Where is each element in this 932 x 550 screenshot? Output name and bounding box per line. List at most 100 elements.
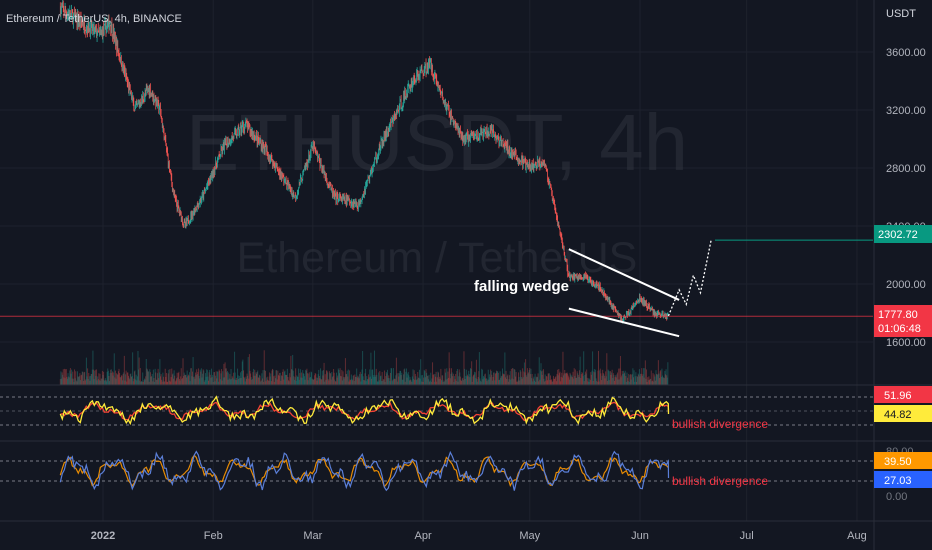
volume-bar: [249, 370, 251, 385]
volume-bar: [326, 370, 328, 385]
volume-bar: [184, 374, 186, 385]
volume-bar: [654, 380, 656, 385]
volume-bar: [369, 376, 371, 385]
volume-bar: [452, 376, 454, 385]
volume-bar: [66, 376, 68, 385]
volume-bar: [475, 378, 477, 385]
volume-bar: [113, 353, 115, 385]
volume-bar: [551, 381, 553, 385]
volume-bar: [193, 377, 195, 385]
volume-bar: [174, 381, 176, 385]
volume-bar: [175, 380, 177, 385]
volume-bar: [274, 375, 276, 385]
volume-bar: [561, 372, 563, 385]
volume-bar: [155, 372, 157, 385]
volume-bar: [305, 369, 307, 385]
volume-bar: [373, 350, 375, 385]
volume-bar: [546, 376, 548, 385]
volume-bar: [595, 378, 597, 385]
volume-bar: [95, 375, 97, 385]
volume-bar: [130, 376, 132, 385]
volume-bar: [172, 373, 174, 385]
volume-bar: [502, 373, 504, 385]
volume-bar: [204, 380, 206, 385]
volume-bar: [573, 368, 575, 385]
volume-bar: [496, 370, 498, 385]
volume-bar: [79, 373, 81, 385]
volume-bar: [151, 373, 153, 385]
volume-bar: [484, 373, 486, 385]
volume-bar: [611, 372, 613, 385]
volume-bar: [229, 374, 231, 385]
volume-bar: [122, 380, 124, 385]
volume-bar: [332, 376, 334, 385]
volume-bar: [394, 378, 396, 385]
volume-bar: [274, 378, 276, 385]
volume-bar: [663, 377, 665, 385]
projection-path[interactable]: [667, 239, 712, 317]
volume-bar: [263, 381, 265, 385]
volume-bar: [355, 376, 357, 385]
rsi-signal-value: 51.96: [884, 390, 912, 402]
volume-bar: [435, 376, 437, 385]
volume-bar: [135, 374, 137, 385]
volume-bar: [497, 371, 499, 385]
volume-bar: [158, 372, 160, 385]
volume-bar: [491, 374, 493, 385]
currency-label[interactable]: USDT: [886, 8, 916, 20]
volume-bar: [284, 370, 286, 385]
volume-bar: [513, 369, 515, 385]
volume-bar: [463, 351, 465, 385]
volume-bar: [413, 370, 415, 385]
volume-bar: [648, 380, 650, 385]
volume-bar: [527, 373, 529, 385]
volume-bar: [507, 374, 509, 385]
volume-bar: [212, 381, 214, 385]
volume-bar: [580, 377, 582, 385]
volume-bar: [603, 375, 605, 385]
volume-bar: [88, 376, 90, 385]
volume-bar: [382, 380, 384, 385]
volume-bar: [183, 372, 185, 385]
volume-bar: [334, 381, 336, 385]
symbol-header[interactable]: Ethereum / TetherUS, 4h, BINANCE: [6, 13, 182, 25]
volume-bar: [289, 373, 291, 385]
volume-bar: [152, 381, 154, 385]
volume-bar: [211, 377, 213, 385]
volume-bar: [585, 373, 587, 385]
volume-bar: [386, 373, 388, 385]
volume-bar: [554, 377, 556, 385]
volume-bar: [509, 375, 511, 385]
volume-bar: [278, 375, 280, 385]
wedge-lower-trendline[interactable]: [568, 307, 680, 338]
volume-bar: [416, 379, 418, 385]
volume-bar: [547, 380, 549, 385]
volume-bar: [141, 381, 143, 385]
volume-bar: [560, 376, 562, 385]
volume-bar: [79, 380, 81, 385]
volume-bar: [664, 374, 666, 385]
volume-bar: [419, 378, 421, 385]
time-axis[interactable]: 2022 Feb Mar Apr May Jun Jul Aug: [91, 530, 867, 542]
volume-bar: [491, 380, 493, 385]
volume-bar: [279, 373, 281, 385]
volume-bar: [173, 370, 175, 385]
volume-bar: [177, 377, 179, 385]
volume-bar: [586, 377, 588, 385]
volume-bar: [132, 381, 134, 385]
volume-bar: [429, 380, 431, 385]
volume-bar: [282, 369, 284, 385]
volume-bar: [312, 379, 314, 385]
volume-bar: [238, 378, 240, 385]
volume-bar: [420, 359, 422, 385]
volume-bar: [659, 378, 661, 385]
volume-bar: [376, 381, 378, 385]
volume-bar: [548, 373, 550, 385]
price-axis[interactable]: 1600.002000.002400.002800.003200.003600.…: [886, 47, 926, 349]
volume-bar: [430, 381, 432, 385]
volume-bar: [61, 378, 63, 385]
volume-bar: [435, 371, 437, 385]
volume-bar: [280, 380, 282, 385]
wedge-upper-trendline[interactable]: [568, 248, 680, 301]
